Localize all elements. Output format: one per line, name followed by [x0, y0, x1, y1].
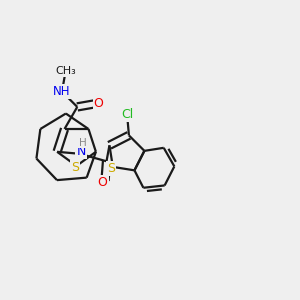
Text: S: S	[107, 162, 116, 175]
Text: O: O	[94, 97, 103, 110]
Text: H: H	[79, 138, 86, 148]
Text: N: N	[76, 145, 86, 158]
Text: S: S	[71, 161, 79, 174]
Text: Cl: Cl	[121, 108, 133, 121]
Text: CH₃: CH₃	[55, 66, 76, 76]
Text: O: O	[98, 176, 108, 189]
Text: NH: NH	[53, 85, 71, 98]
